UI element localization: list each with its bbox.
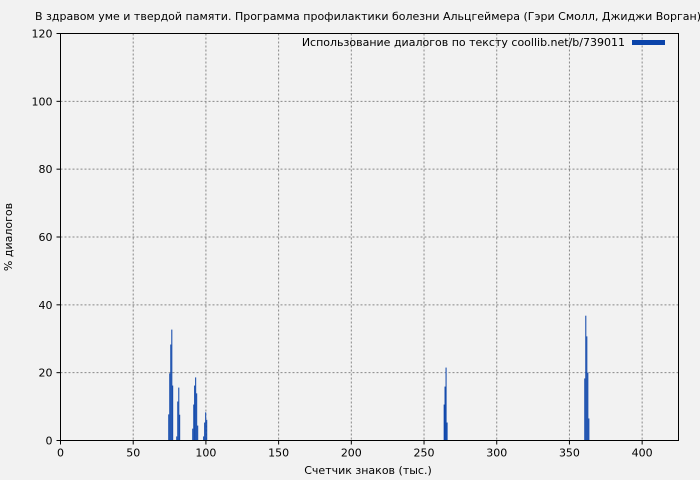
- bar: [584, 378, 586, 441]
- bar: [177, 401, 179, 441]
- bar: [193, 404, 195, 441]
- x-tick-label: 100: [195, 447, 216, 460]
- bar: [444, 386, 446, 441]
- x-tick-label: 400: [632, 447, 653, 460]
- ticks: 0 50 100 150 200 250 300 350 400 0 20 40 60 80 100 120: [32, 28, 653, 460]
- x-tick-label: 200: [341, 447, 362, 460]
- bar: [203, 436, 205, 441]
- bar: [588, 418, 590, 441]
- bar: [179, 414, 181, 441]
- bar: [445, 367, 447, 441]
- y-tick-label: 60: [39, 231, 53, 244]
- y-tick-label: 80: [39, 163, 53, 176]
- legend-swatch: [632, 40, 665, 45]
- bar: [446, 422, 448, 441]
- x-tick-label: 150: [268, 447, 289, 460]
- bar: [585, 315, 587, 441]
- x-tick-label: 350: [559, 447, 580, 460]
- legend-label: Использование диалогов по тексту coollib…: [302, 36, 625, 49]
- y-tick-label: 0: [46, 435, 53, 448]
- bar: [587, 372, 589, 441]
- bar: [170, 344, 172, 441]
- x-tick-label: 250: [414, 447, 435, 460]
- bar: [171, 329, 173, 441]
- y-tick-label: 20: [39, 367, 53, 380]
- y-tick-label: 120: [32, 28, 53, 41]
- x-axis-label: Счетчик знаков (тыс.): [304, 464, 432, 477]
- bar: [443, 404, 445, 441]
- bar: [197, 425, 199, 441]
- bar: [205, 412, 207, 441]
- bar: [168, 414, 170, 441]
- x-tick-label: 0: [57, 447, 64, 460]
- bar: [195, 377, 197, 441]
- y-tick-label: 100: [32, 95, 53, 108]
- bar: [176, 436, 178, 441]
- legend: Использование диалогов по тексту coollib…: [302, 36, 665, 49]
- y-tick-label: 40: [39, 299, 53, 312]
- grid: [60, 33, 679, 441]
- bar: [172, 385, 174, 441]
- bar: [169, 373, 171, 441]
- x-tick-label: 300: [486, 447, 507, 460]
- x-tick-label: 50: [126, 447, 140, 460]
- chart-title: В здравом уме и твердой памяти. Программ…: [35, 10, 700, 23]
- bar: [196, 393, 198, 441]
- bars: [168, 315, 590, 441]
- y-axis-label: % диалогов: [2, 203, 15, 271]
- bar: [206, 419, 208, 441]
- bar: [192, 428, 194, 441]
- bar: [194, 385, 196, 441]
- bar: [586, 336, 588, 441]
- bar: [178, 387, 180, 441]
- bar: [204, 422, 206, 441]
